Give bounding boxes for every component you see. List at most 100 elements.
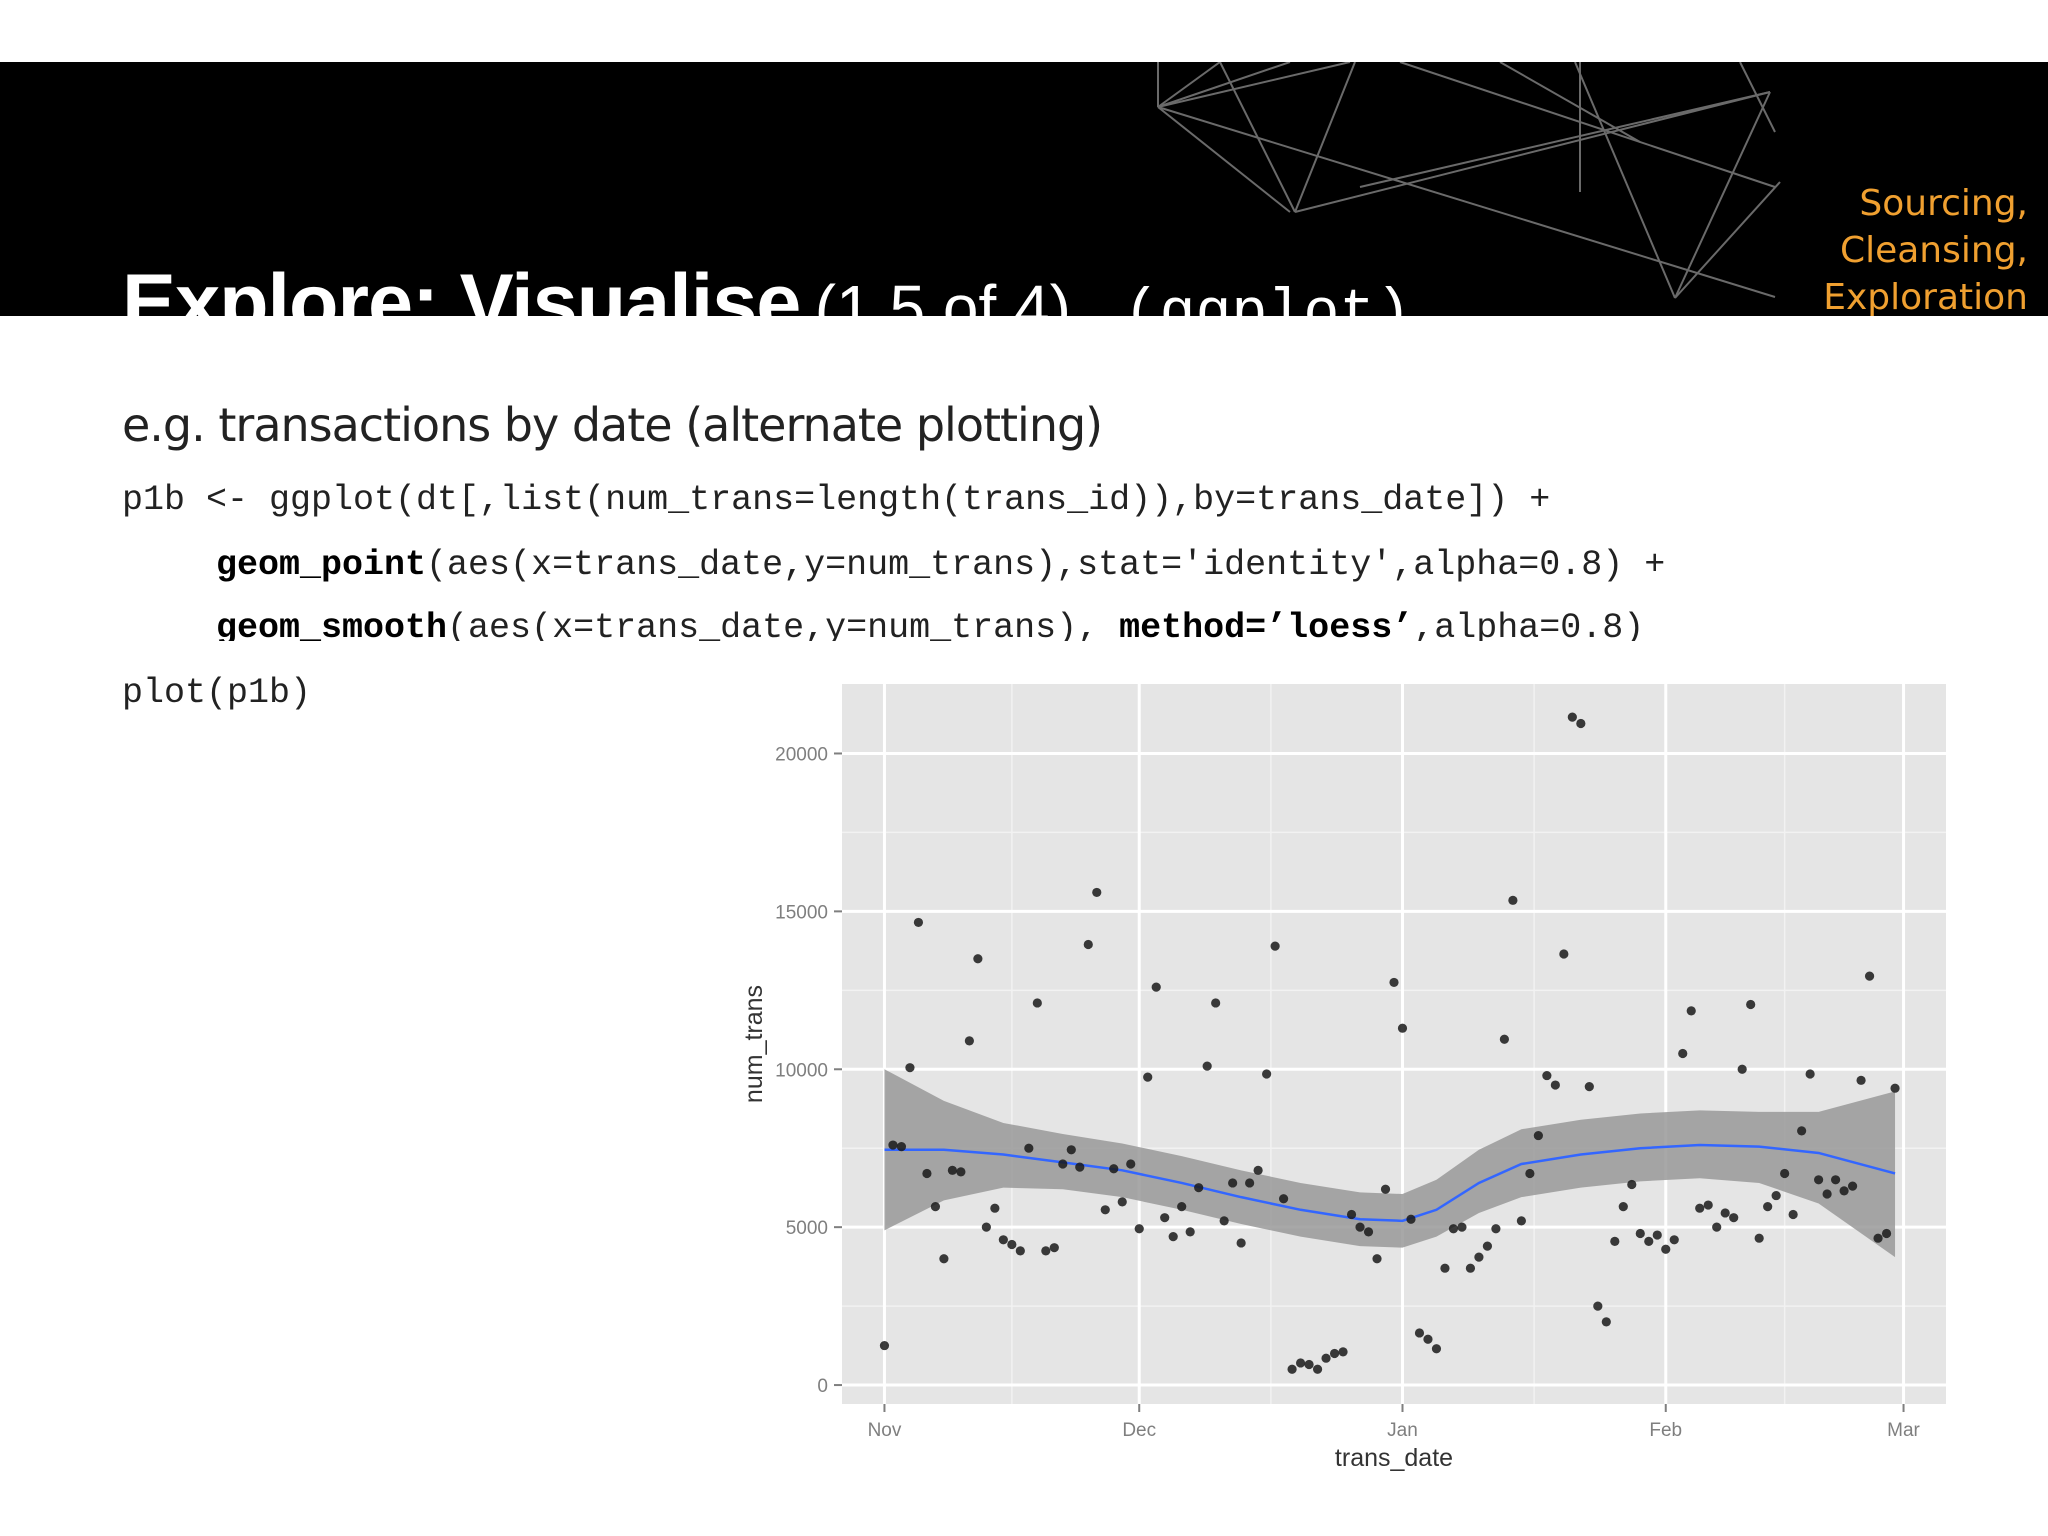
- code-line: geom_point(aes(x=trans_date,y=num_trans)…: [216, 545, 1665, 585]
- data-point: [1423, 1334, 1433, 1344]
- data-point: [1236, 1238, 1246, 1248]
- code-text: p1b <- ggplot(dt[,list(num_trans=length(…: [122, 480, 1551, 520]
- data-point: [1465, 1263, 1476, 1273]
- data-point: [1287, 1364, 1297, 1374]
- data-point: [1491, 1224, 1501, 1234]
- tagline-line: Sourcing,: [1859, 183, 2028, 224]
- data-point: [1567, 712, 1577, 722]
- data-point: [964, 1036, 974, 1046]
- data-point: [1856, 1075, 1866, 1085]
- y-tick-label: 15000: [775, 902, 828, 923]
- code-line: p1b <- ggplot(dt[,list(num_trans=length(…: [122, 480, 1550, 520]
- data-point: [1406, 1214, 1416, 1224]
- data-point: [1329, 1348, 1340, 1359]
- data-point: [1763, 1202, 1773, 1212]
- data-point: [1864, 971, 1875, 981]
- data-point: [1661, 1244, 1671, 1254]
- data-point: [1797, 1126, 1807, 1136]
- data-point: [1380, 1184, 1391, 1194]
- data-point: [1143, 1072, 1153, 1082]
- data-point: [1431, 1344, 1442, 1354]
- data-point: [1075, 1162, 1085, 1172]
- data-point: [1847, 1181, 1858, 1191]
- data-point: [1576, 718, 1586, 729]
- data-point: [990, 1203, 1000, 1213]
- data-point: [1295, 1358, 1306, 1368]
- data-point: [1729, 1213, 1739, 1223]
- data-point: [1117, 1197, 1127, 1207]
- data-point: [913, 917, 924, 928]
- section-tagline: Sourcing, Cleansing, Exploration: [1768, 180, 2028, 316]
- data-point: [1703, 1200, 1713, 1210]
- data-points: [879, 712, 1900, 1374]
- code-line: geom_smooth(aes(x=trans_date,y=num_trans…: [216, 608, 1644, 641]
- data-point: [1015, 1246, 1025, 1256]
- data-point: [947, 1165, 957, 1175]
- data-point: [1414, 1328, 1425, 1338]
- data-point: [1805, 1069, 1815, 1079]
- data-point: [1780, 1168, 1790, 1179]
- data-point: [1839, 1186, 1849, 1196]
- data-point: [1270, 941, 1280, 951]
- data-point: [896, 1142, 907, 1152]
- data-point: [1881, 1228, 1892, 1239]
- data-point: [1448, 1224, 1459, 1234]
- data-point: [1890, 1083, 1900, 1093]
- data-point: [1338, 1347, 1348, 1357]
- data-point: [1219, 1216, 1229, 1226]
- data-point: [1474, 1252, 1484, 1262]
- data-point: [1321, 1353, 1331, 1363]
- data-point: [1211, 998, 1221, 1008]
- data-point: [1695, 1203, 1705, 1213]
- data-point: [1109, 1164, 1119, 1174]
- code-text: ,alpha=0.8): [1413, 608, 1645, 641]
- data-point: [1559, 949, 1569, 959]
- data-point: [1346, 1209, 1357, 1220]
- data-point: [879, 1340, 890, 1351]
- data-point: [1542, 1070, 1552, 1081]
- data-point: [1126, 1159, 1136, 1169]
- x-tick-label: Dec: [1122, 1420, 1156, 1441]
- code-text: (aes(x=trans_date,y=num_trans),: [447, 608, 1120, 641]
- data-point: [1771, 1190, 1781, 1201]
- tagline-line: Exploration: [1823, 277, 2028, 316]
- data-point: [1440, 1263, 1450, 1273]
- data-point: [1007, 1239, 1017, 1250]
- data-point: [905, 1063, 915, 1073]
- data-point: [1202, 1061, 1212, 1071]
- data-point: [1610, 1236, 1620, 1246]
- data-point: [1635, 1228, 1645, 1239]
- data-point: [1831, 1175, 1841, 1185]
- tagline-line: Cleansing,: [1839, 230, 2028, 271]
- data-point: [1814, 1175, 1824, 1185]
- data-point: [1134, 1224, 1144, 1234]
- data-point: [1083, 939, 1093, 950]
- data-point: [1873, 1233, 1883, 1243]
- plot-panel: [842, 684, 1946, 1404]
- title-progress: (1.5 of 4): [814, 272, 1071, 316]
- data-point: [1177, 1202, 1187, 1212]
- data-point: [956, 1167, 966, 1177]
- x-tick-label: Jan: [1387, 1420, 1418, 1441]
- data-point: [1151, 982, 1161, 992]
- data-point: [1533, 1130, 1543, 1141]
- code-line: plot(p1b): [122, 673, 311, 713]
- code-keyword: method=’loess’: [1119, 608, 1414, 641]
- data-point: [1032, 998, 1042, 1008]
- data-point: [1499, 1034, 1509, 1044]
- data-point: [1066, 1145, 1076, 1155]
- data-point: [1618, 1202, 1628, 1212]
- confidence-band: [884, 1069, 1896, 1258]
- title-main: Explore: Visualise: [122, 258, 801, 316]
- data-point: [1788, 1209, 1798, 1220]
- y-tick-label: 20000: [775, 744, 828, 765]
- data-point: [1754, 1233, 1764, 1243]
- data-point: [1746, 999, 1756, 1010]
- data-point: [1363, 1227, 1374, 1237]
- data-point: [981, 1222, 991, 1232]
- grid-lines: [842, 684, 1946, 1404]
- data-point: [939, 1254, 949, 1264]
- data-point: [1627, 1179, 1637, 1190]
- data-point: [1041, 1246, 1051, 1256]
- axes: 0 5000 10000 15000 20000 Nov Dec Jan Feb Mar: [775, 744, 1920, 1441]
